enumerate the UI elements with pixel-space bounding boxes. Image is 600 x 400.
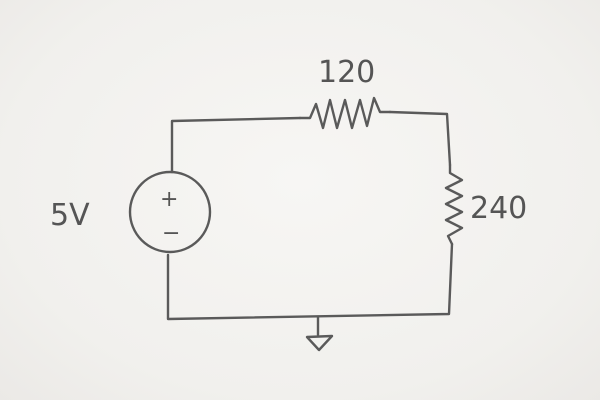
source-plus-sign: + [160,187,178,212]
voltage-source-icon [128,170,212,254]
ground-icon [305,334,334,352]
wire-right-bottom [166,242,454,321]
resistor-series [298,96,392,130]
resistor-shunt [444,163,464,246]
wire-top-right [388,110,452,167]
resistor-series-label: 120 [318,55,375,90]
resistor-shunt-label: 240 [470,191,527,226]
wire-top-left [170,116,302,174]
source-minus-sign: − [162,221,180,246]
source-voltage-label: 5V [50,198,90,233]
